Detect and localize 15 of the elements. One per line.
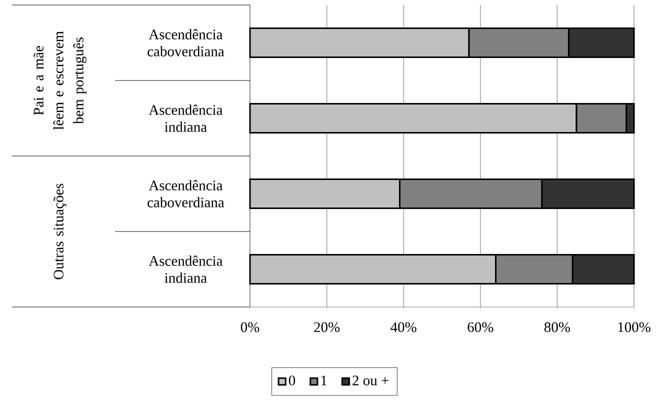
x-tick-label: 20% [314, 322, 340, 332]
y-tick-label: Ascendência indiana [148, 256, 223, 283]
legend-label: 1 [321, 376, 327, 386]
x-tick-label: 100% [618, 322, 650, 332]
y-tick-label: Ascendência indiana [148, 104, 223, 132]
x-tick-label: 0% [240, 322, 260, 332]
y-tick-label: Ascendência caboverdiana [148, 180, 224, 208]
text: Pai e a mãe lêem e escrevem bem português [34, 31, 86, 130]
x-tick-label: 60% [468, 322, 494, 332]
text: Outras situações [54, 184, 66, 280]
x-tick-label: 40% [390, 322, 416, 332]
legend-label: 2 ou + [352, 376, 388, 386]
legend-label: 0 [288, 376, 296, 386]
y-tick-label: Ascendência caboverdiana [148, 29, 224, 56]
x-tick-label: 80% [544, 322, 570, 332]
